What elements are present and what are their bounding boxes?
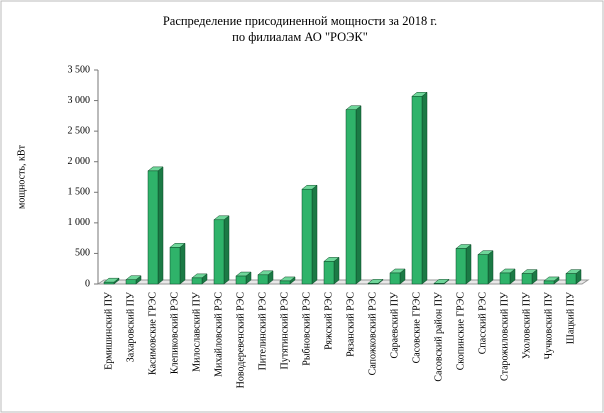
bar-side bbox=[355, 105, 362, 285]
bar bbox=[103, 281, 115, 285]
bar bbox=[191, 277, 203, 285]
bar bbox=[389, 272, 401, 285]
x-tick-label: Скопинские ГРЭС bbox=[455, 292, 466, 371]
bar bbox=[345, 109, 357, 285]
y-tick-label: 500 bbox=[75, 248, 90, 259]
bar bbox=[169, 247, 181, 285]
x-tick-label: Сараевский ПУ bbox=[389, 291, 400, 358]
bar-side bbox=[179, 242, 186, 285]
bar-side bbox=[333, 256, 340, 285]
x-tick-label: Рыбновский РЭС bbox=[301, 292, 312, 366]
x-tick-label: Путятинский РЭС bbox=[279, 292, 290, 370]
x-tick-label: Шацкий ПУ bbox=[565, 291, 576, 344]
x-tick-label: Пителинский РЭС bbox=[257, 292, 268, 371]
x-tick-label: Сасовские ГРЭС bbox=[411, 292, 422, 364]
chart-title: Распределение присодиненной мощности за … bbox=[163, 14, 437, 28]
bar bbox=[279, 280, 291, 285]
bar bbox=[367, 283, 379, 285]
bar bbox=[565, 273, 577, 285]
y-tick-label: 3 000 bbox=[68, 95, 91, 106]
y-tick-label: 2 000 bbox=[68, 156, 91, 167]
x-tick-label: Сапожковский РЭС bbox=[367, 292, 378, 376]
bar bbox=[433, 283, 445, 285]
x-tick-label: Спасский РЭС bbox=[477, 292, 488, 355]
bar-side bbox=[223, 215, 230, 285]
x-tick-label: Рязанский РЭС bbox=[345, 292, 356, 357]
y-tick-label: 1 500 bbox=[68, 187, 91, 198]
bar bbox=[301, 188, 313, 285]
x-tick-label: Новодеревенский РЭС bbox=[235, 292, 246, 389]
x-tick-label: Чучковский ПУ bbox=[543, 291, 554, 359]
bar bbox=[477, 254, 489, 285]
x-tick-label: Старожиловский ПУ bbox=[499, 291, 510, 381]
bar bbox=[323, 261, 335, 285]
x-tick-label: Сасовский район ПУ bbox=[433, 291, 444, 382]
bar-side bbox=[157, 166, 164, 285]
x-tick-label: Ряжский РЭС bbox=[323, 292, 334, 350]
x-tick-label: Захаровский ПУ bbox=[125, 291, 136, 362]
bar bbox=[411, 96, 423, 285]
y-axis-label: мощность, кВт bbox=[16, 144, 27, 209]
x-tick-label: Касимовские ГРЭС bbox=[147, 292, 158, 375]
bar bbox=[257, 274, 269, 285]
y-tick-label: 0 bbox=[85, 278, 90, 289]
bar-side bbox=[311, 184, 318, 285]
bar bbox=[125, 279, 137, 285]
bar-side bbox=[421, 91, 428, 285]
x-tick-label: Ермишинский ПУ bbox=[103, 291, 114, 370]
bar bbox=[147, 170, 159, 285]
bar bbox=[543, 280, 555, 285]
bar-side bbox=[465, 244, 472, 285]
bar bbox=[213, 219, 225, 285]
y-tick-label: 3 500 bbox=[68, 64, 91, 75]
x-tick-label: Михайловский РЭС bbox=[213, 292, 224, 377]
bar bbox=[521, 273, 533, 285]
chart-subtitle: по филиалам АО "РОЭК" bbox=[232, 30, 368, 44]
y-tick-label: 2 500 bbox=[68, 125, 91, 136]
bar bbox=[455, 248, 467, 285]
bar bbox=[235, 275, 247, 285]
bar bbox=[499, 272, 511, 285]
x-tick-label: Милославский ПУ bbox=[191, 291, 202, 372]
x-tick-label: Ухоловский ПУ bbox=[521, 291, 532, 359]
x-tick-label: Клепиковский РЭС bbox=[169, 292, 180, 374]
bar-side bbox=[487, 250, 494, 285]
y-tick-label: 1 000 bbox=[68, 217, 91, 228]
